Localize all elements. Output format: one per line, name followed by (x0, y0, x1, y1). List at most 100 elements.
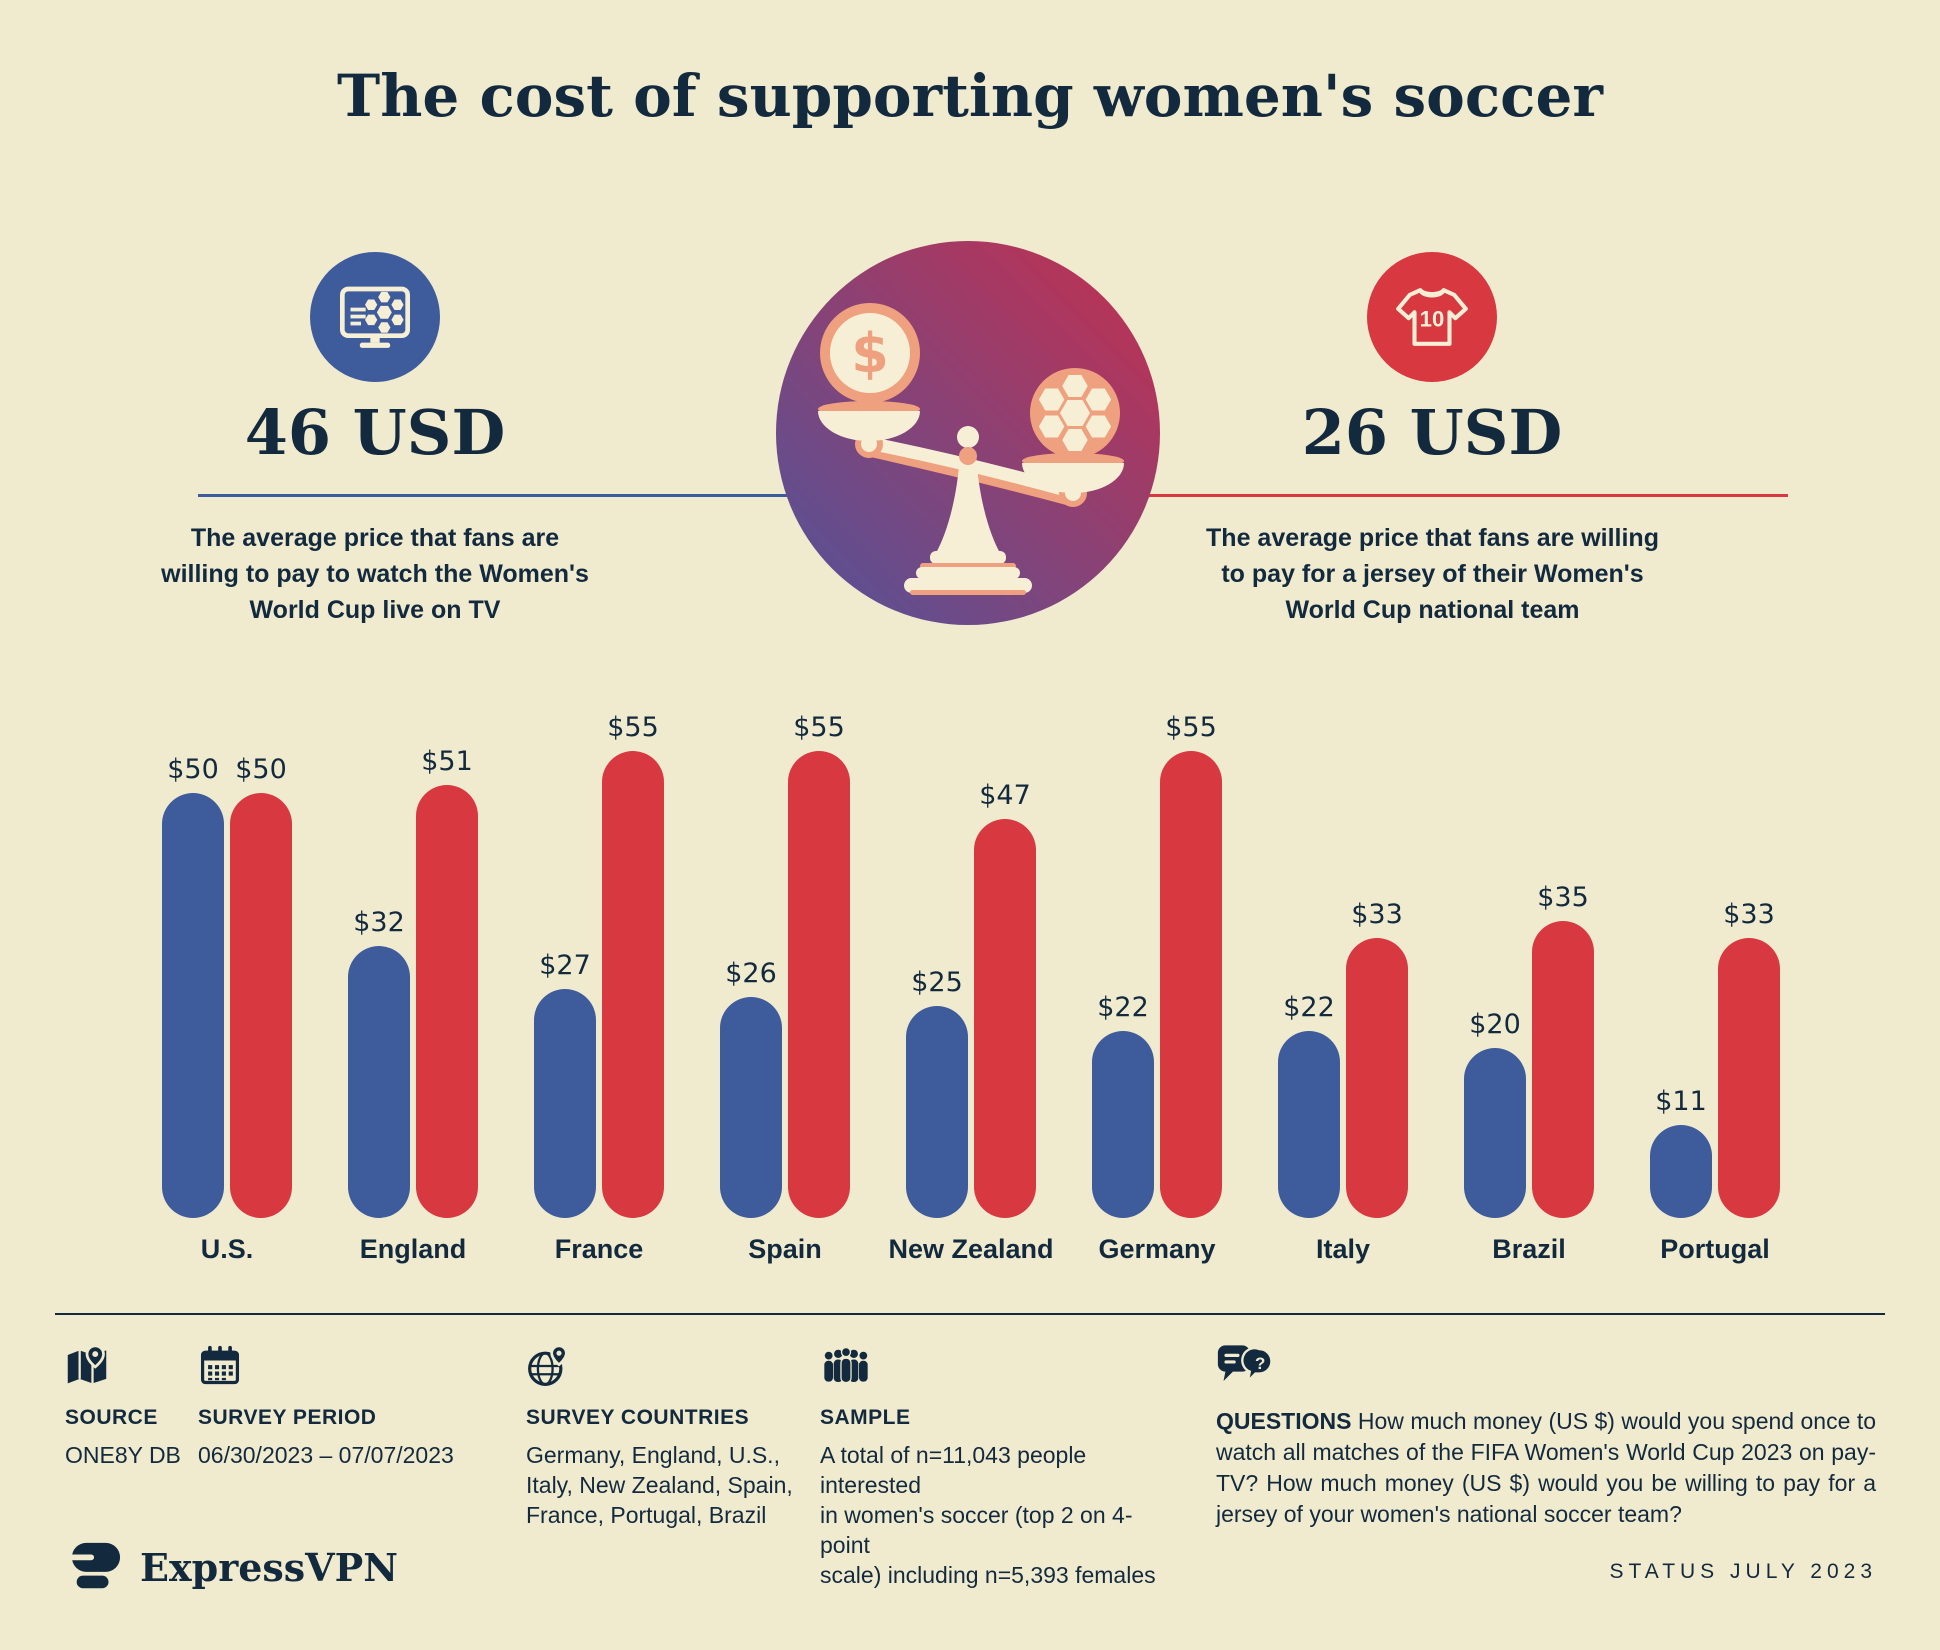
footer-questions: ? QUESTIONS How much money (US $) would … (1216, 1342, 1876, 1530)
jersey-price-bar (788, 750, 850, 1218)
brand-footer: ExpressVPN (68, 1540, 398, 1594)
tv-icon (340, 286, 410, 348)
bar-pair: $11 $33 (1650, 898, 1780, 1218)
jersey-bar-column: $55 (788, 711, 850, 1218)
bar-value-label: $25 (911, 966, 963, 998)
bar-pair: $27 $55 (534, 711, 664, 1218)
bar-value-label: $50 (235, 754, 287, 785)
bar-pair: $26 $55 (720, 711, 850, 1218)
chat-bubbles-icon: ? (1217, 1345, 1273, 1385)
question-mark-glyph: ? (1255, 1354, 1265, 1373)
bar-pair: $22 $33 (1278, 898, 1408, 1218)
chart-country-group: $22 $55 Germany (1064, 700, 1250, 1264)
bar-value-label: $55 (1165, 711, 1217, 743)
bar-pair: $50 $50 (162, 754, 292, 1218)
bar-value-label: $11 (1655, 1085, 1707, 1117)
jersey-price-bar (602, 750, 664, 1218)
bar-value-label: $32 (353, 907, 405, 938)
jersey-bar-column: $55 (602, 711, 664, 1218)
tv-bar-column: $26 (720, 958, 782, 1218)
footer-source: SOURCE ONE8Y DB (65, 1342, 195, 1470)
map-pin-icon (67, 1344, 107, 1384)
jersey-bar-column: $55 (1160, 711, 1222, 1218)
tv-bar-column: $20 (1464, 1009, 1526, 1218)
country-label: New Zealand (888, 1234, 1054, 1264)
survey-period-value: 06/30/2023 – 07/07/2023 (198, 1442, 454, 1468)
chart-country-group: $26 $55 Spain (692, 700, 878, 1264)
jersey-bar-column: $50 (230, 754, 292, 1218)
people-group-icon (824, 1346, 868, 1384)
red-divider-line (970, 494, 1788, 497)
jersey-bar-column: $33 (1346, 898, 1408, 1218)
jersey-bar-column: $35 (1532, 882, 1594, 1218)
bar-value-label: $55 (607, 711, 659, 743)
brand-wordmark: ExpressVPN (140, 1544, 398, 1590)
country-label: Germany (1098, 1234, 1216, 1264)
chart-country-group: $22 $33 Italy (1250, 700, 1436, 1264)
bar-value-label: $55 (793, 711, 845, 743)
tv-bar-column: $22 (1278, 992, 1340, 1218)
country-label: Brazil (1492, 1234, 1566, 1264)
jersey-price-bar (1718, 937, 1780, 1218)
tv-bar-column: $11 (1650, 1085, 1712, 1218)
questions-value: How much money (US $) would you spend on… (1216, 1408, 1877, 1527)
chart-country-group: $27 $55 France (506, 700, 692, 1264)
country-label: U.S. (200, 1234, 254, 1264)
bar-value-label: $22 (1097, 992, 1149, 1023)
jersey-price-bar (974, 818, 1036, 1218)
country-label: England (359, 1234, 467, 1264)
footer-survey-countries: SURVEY COUNTRIES Germany, England, U.S.,… (526, 1342, 796, 1530)
tv-stat-description: The average price that fans are willing … (161, 524, 589, 624)
country-label: Italy (1315, 1234, 1371, 1264)
bar-value-label: $33 (1351, 898, 1403, 930)
jersey-price-bar (1346, 937, 1408, 1218)
questions-text: QUESTIONS How much money (US $) would yo… (1216, 1406, 1876, 1530)
bar-value-label: $47 (979, 779, 1031, 811)
tv-bar-column: $50 (162, 754, 224, 1218)
status-text: STATUS JULY 2023 (1609, 1560, 1877, 1583)
bar-value-label: $26 (725, 958, 777, 989)
tv-bar-column: $25 (906, 966, 968, 1218)
dollar-coin-symbol: $ (851, 322, 889, 385)
footer-survey-period: SURVEY PERIOD 06/30/2023 – 07/07/2023 (198, 1342, 498, 1470)
bar-pair: $32 $51 (348, 745, 478, 1218)
tv-stat-value: 46 USD (244, 396, 506, 469)
source-value: ONE8Y DB (65, 1442, 181, 1468)
tv-bar-column: $27 (534, 949, 596, 1218)
bar-chart: $50 $50 U.S. $32 $51 England $27 $55 France $26 $5… (134, 700, 1808, 1265)
tv-price-bar (1092, 1031, 1154, 1218)
jersey-icon: 10 (1396, 288, 1468, 346)
bar-value-label: $51 (421, 745, 473, 777)
jersey-price-bar (1532, 920, 1594, 1218)
jersey-number: 10 (1420, 306, 1445, 331)
bar-value-label: $20 (1469, 1009, 1521, 1040)
jersey-price-bar (230, 793, 292, 1218)
bar-value-label: $27 (539, 949, 591, 981)
jersey-price-bar (1160, 750, 1222, 1218)
tv-price-bar (162, 793, 224, 1218)
bar-pair: $20 $35 (1464, 882, 1594, 1218)
tv-stat-circle (310, 252, 440, 382)
jersey-bar-column: $51 (416, 745, 478, 1218)
tv-price-bar (1278, 1031, 1340, 1218)
bar-value-label: $50 (167, 754, 219, 785)
chart-country-group: $25 $47 New Zealand (878, 700, 1064, 1265)
bar-pair: $25 $47 (906, 779, 1036, 1218)
balance-scale-icon: $ (818, 303, 1124, 595)
tv-bar-column: $22 (1092, 992, 1154, 1218)
jersey-stat-description: The average price that fans are willing … (1206, 524, 1659, 624)
bar-value-label: $22 (1283, 992, 1335, 1023)
tv-price-bar (1650, 1124, 1712, 1218)
tv-price-bar (348, 946, 410, 1218)
jersey-price-bar (416, 784, 478, 1218)
bar-value-label: $33 (1723, 898, 1775, 930)
country-label: Spain (748, 1234, 822, 1264)
blue-divider-line (198, 494, 970, 497)
chart-country-group: $50 $50 U.S. (134, 700, 320, 1264)
jersey-stat-value: 26 USD (1301, 396, 1563, 469)
survey-countries-value: Germany, England, U.S., Italy, New Zeala… (526, 1442, 793, 1528)
footer-sample: SAMPLE A total of n=11,043 people intere… (820, 1342, 1170, 1590)
jersey-bar-column: $47 (974, 779, 1036, 1218)
sample-value: A total of n=11,043 people interested in… (820, 1442, 1156, 1588)
jersey-stat-circle: 10 (1367, 252, 1497, 382)
